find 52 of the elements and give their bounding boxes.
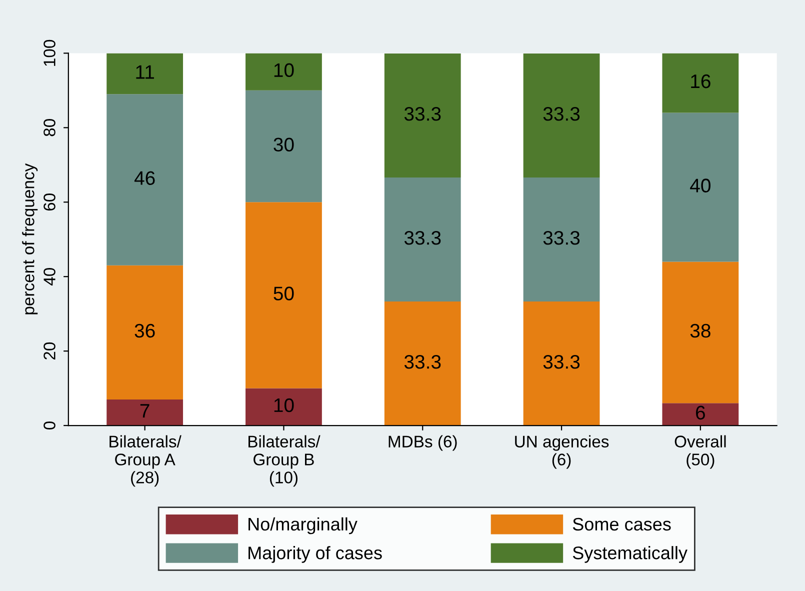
data-label: 33.3 bbox=[543, 230, 580, 245]
bar bbox=[523, 302, 600, 426]
bar bbox=[662, 53, 739, 113]
y-tick-label: 20 bbox=[44, 342, 56, 360]
data-label: 33.3 bbox=[404, 230, 441, 245]
legend-label: Systematically bbox=[572, 546, 688, 563]
data-label: 6 bbox=[696, 406, 705, 420]
data-label: 33.3 bbox=[543, 107, 580, 121]
data-label: 10 bbox=[274, 63, 294, 78]
bar bbox=[384, 178, 461, 302]
y-tick-label: 100 bbox=[44, 40, 56, 66]
bar bbox=[523, 178, 600, 302]
bar bbox=[106, 399, 184, 426]
data-label: 30 bbox=[274, 138, 294, 152]
bar bbox=[246, 53, 322, 90]
data-label: 40 bbox=[690, 178, 710, 192]
data-label: 7 bbox=[140, 404, 150, 418]
bar bbox=[662, 403, 739, 426]
bar bbox=[106, 94, 184, 266]
bar bbox=[662, 262, 739, 404]
bar bbox=[523, 54, 600, 178]
bar bbox=[106, 53, 184, 94]
bar bbox=[384, 54, 461, 178]
y-axis-title: percent of frequency bbox=[22, 163, 38, 314]
data-label: 33.3 bbox=[543, 354, 580, 369]
y-tick-label: 60 bbox=[44, 194, 56, 211]
data-label: 33.3 bbox=[404, 354, 441, 369]
data-label: 46 bbox=[134, 171, 155, 185]
y-tick-label: 0 bbox=[44, 422, 56, 430]
data-label: 36 bbox=[134, 324, 155, 338]
bar bbox=[384, 302, 461, 426]
data-label: 33.3 bbox=[404, 107, 441, 121]
bar bbox=[246, 90, 322, 202]
bar bbox=[662, 112, 739, 262]
y-tick-label: 40 bbox=[44, 268, 56, 286]
x-tick-label: Bilaterals/ Group A (28) bbox=[110, 435, 182, 487]
x-tick-label: Bilaterals/ Group B (10) bbox=[248, 435, 320, 487]
bar bbox=[246, 388, 322, 426]
data-label: 11 bbox=[136, 65, 154, 79]
x-tick-label: UN agencies (6) bbox=[515, 435, 609, 469]
legend-label: Majority of cases bbox=[248, 546, 382, 563]
data-label: 10 bbox=[274, 398, 294, 412]
bar bbox=[246, 202, 322, 388]
bar bbox=[106, 265, 184, 400]
legend-label: Some cases bbox=[572, 518, 671, 531]
x-tick-label: Overall (50) bbox=[674, 435, 726, 469]
y-tick-label: 80 bbox=[44, 119, 56, 136]
legend-label: No/marginally bbox=[248, 517, 358, 534]
x-tick-label: MDBs (6) bbox=[388, 435, 457, 451]
data-label: 16 bbox=[691, 74, 710, 88]
data-label: 38 bbox=[690, 324, 710, 338]
data-label: 50 bbox=[274, 286, 294, 300]
